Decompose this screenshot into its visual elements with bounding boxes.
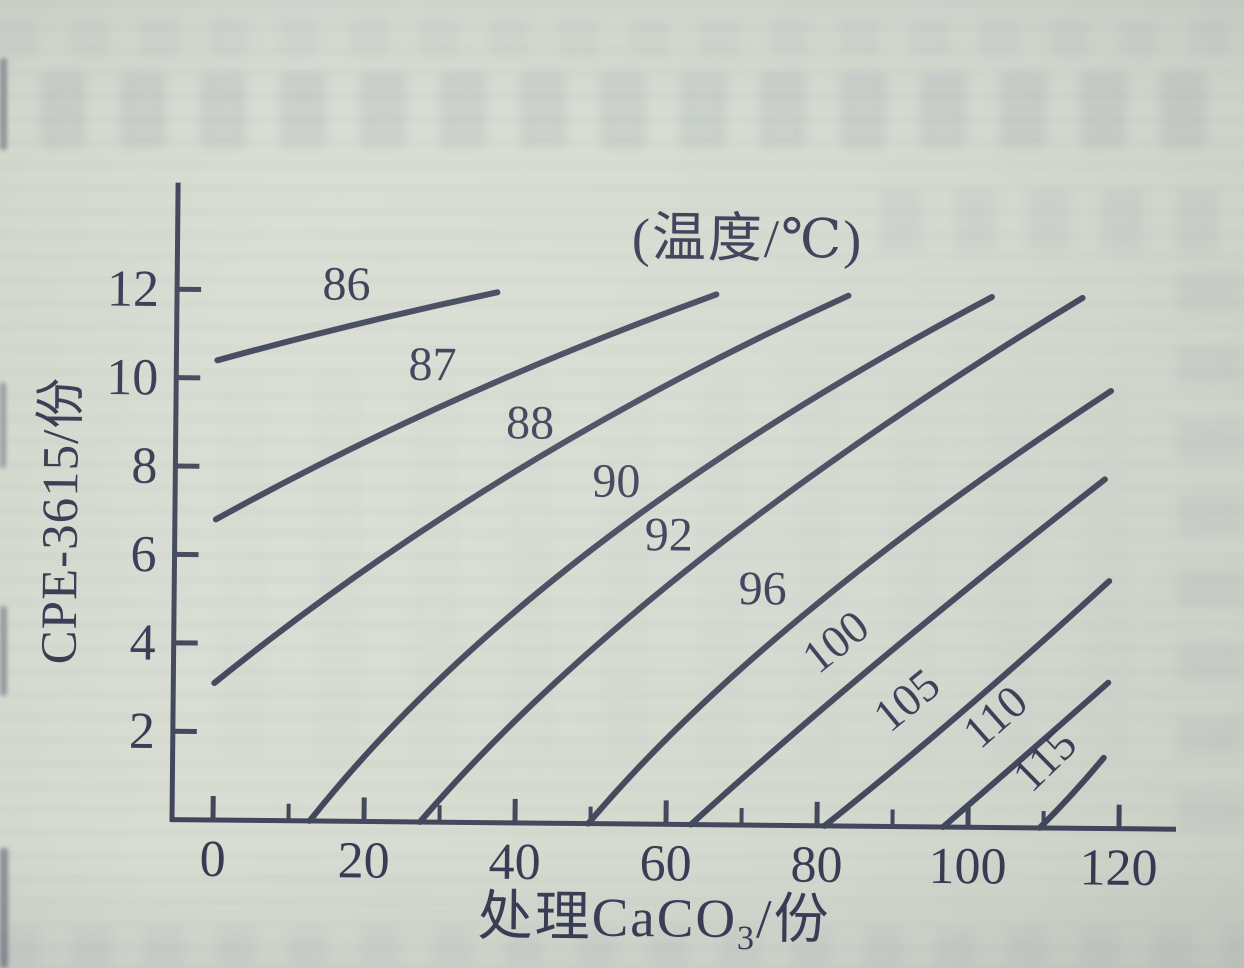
x-axis-title-prefix: 处理CaCO	[477, 885, 738, 950]
contour-line-110	[940, 679, 1112, 831]
contour-line-115	[1036, 754, 1107, 831]
x-axis-tick-label: 20	[337, 832, 390, 889]
x-axis-tick-label: 0	[199, 831, 226, 888]
y-axis-tick-label: 4	[129, 614, 156, 671]
contour-line-96	[585, 388, 1115, 827]
y-axis-tick-label: 10	[106, 349, 159, 406]
y-axis-line	[169, 182, 181, 822]
x-axis-line	[169, 817, 1176, 832]
y-axis-title: CPE-3615/份	[31, 376, 91, 665]
contour-line-87	[212, 291, 720, 523]
x-axis-title: 处理CaCO3/份	[477, 871, 831, 958]
contour-line-88	[211, 292, 852, 687]
chart-title: (温度/℃)	[631, 207, 864, 270]
contour-label-105: 105	[864, 658, 950, 741]
contour-line-92	[416, 294, 1086, 825]
contour-line-86	[214, 289, 501, 364]
contour-label-86: 86	[322, 257, 371, 310]
x-axis-tick-label: 60	[639, 835, 692, 892]
contour-line-90	[306, 294, 995, 824]
x-axis-tick-label: 100	[928, 838, 1007, 896]
x-axis-title-subscript: 3	[736, 920, 757, 958]
y-axis-tick-label: 2	[129, 703, 156, 760]
contour-label-90: 90	[592, 455, 641, 508]
contour-line-100	[687, 476, 1108, 828]
x-axis-tick-label: 120	[1079, 839, 1158, 897]
contour-label-92: 92	[645, 508, 694, 561]
x-axis-tick-label: 40	[488, 834, 541, 891]
contour-label-96: 96	[738, 562, 787, 615]
y-axis-tick-label: 12	[107, 261, 160, 318]
contour-label-87: 87	[408, 338, 457, 391]
y-axis-tick-label: 8	[131, 438, 158, 495]
contour-line-105	[821, 578, 1113, 829]
contour-label-88: 88	[506, 396, 555, 449]
x-axis-tick-label: 80	[790, 837, 843, 894]
y-axis-tick-label: 6	[130, 526, 157, 583]
x-axis-title-suffix: /份	[755, 888, 831, 950]
